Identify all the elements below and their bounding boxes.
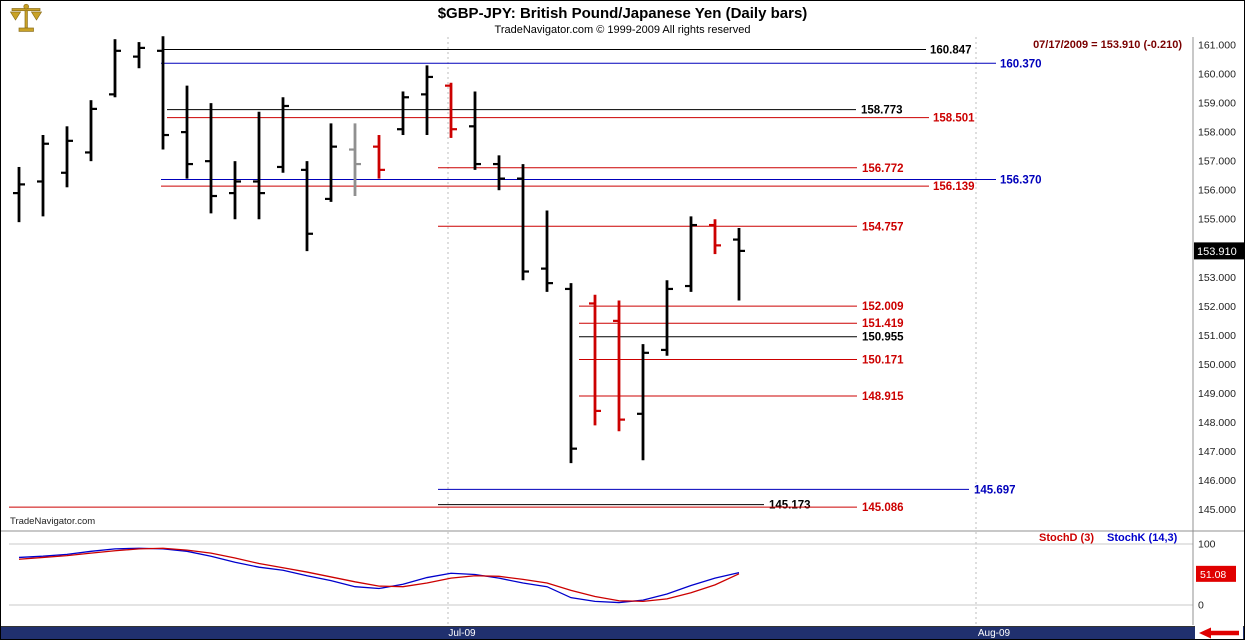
price-bar <box>325 123 337 202</box>
last-quote-readout: 07/17/2009 = 153.910 (-0.210) <box>1033 39 1182 51</box>
stochd-legend[interactable]: StochD (3) <box>1039 532 1094 544</box>
price-axis-label: 158.000 <box>1198 127 1236 139</box>
price-axis-label: 153.000 <box>1198 272 1236 284</box>
last-price-badge: 153.910 <box>1194 242 1244 260</box>
tradenavigator-logo <box>8 3 44 39</box>
price-bar <box>85 100 97 162</box>
price-axis-label: 155.000 <box>1198 214 1236 226</box>
price-bar <box>661 280 673 356</box>
price-bar <box>157 36 169 150</box>
svg-text:153.910: 153.910 <box>1197 246 1237 258</box>
price-bar <box>685 216 697 292</box>
price-bar <box>733 227 745 301</box>
price-bar <box>517 164 529 281</box>
stoch-axis-label: 0 <box>1198 600 1204 612</box>
price-axis-label: 146.000 <box>1198 475 1236 487</box>
price-axis-label: 149.000 <box>1198 388 1236 400</box>
price-bar <box>253 111 265 220</box>
price-bar <box>13 166 25 223</box>
copyright-line: TradeNavigator.com © 1999-2009 All right… <box>494 24 751 36</box>
support-resistance-label: 154.757 <box>862 221 904 233</box>
price-bar <box>277 97 289 173</box>
price-bar <box>637 344 649 461</box>
chart-title: $GBP-JPY: British Pound/Japanese Yen (Da… <box>437 5 808 22</box>
price-bar <box>133 42 145 69</box>
stochd-line <box>18 547 740 602</box>
price-bar <box>469 91 481 170</box>
price-bar <box>229 161 241 220</box>
price-bar <box>397 91 409 136</box>
support-resistance-label: 150.955 <box>862 332 904 344</box>
price-bar <box>349 123 361 197</box>
support-resistance-label: 160.847 <box>930 44 972 56</box>
price-axis-label: 147.000 <box>1198 446 1236 458</box>
price-bar <box>205 103 217 214</box>
price-bar <box>445 82 457 138</box>
price-axis-label: 159.000 <box>1198 98 1236 110</box>
stochk-legend[interactable]: StochK (14,3) <box>1107 532 1178 544</box>
svg-text:51.08: 51.08 <box>1200 569 1226 581</box>
scales-icon <box>9 3 43 32</box>
support-resistance-label: 145.697 <box>974 484 1016 496</box>
price-axis-label: 150.000 <box>1198 359 1236 371</box>
price-bar <box>373 135 385 179</box>
price-axis-label: 161.000 <box>1198 40 1236 52</box>
price-bar <box>181 85 193 179</box>
support-resistance-label: 158.773 <box>861 105 903 117</box>
price-bar <box>421 65 433 136</box>
month-label: Jul-09 <box>448 628 476 639</box>
support-resistance-label: 156.370 <box>1000 174 1042 186</box>
price-axis-label: 152.000 <box>1198 301 1236 313</box>
price-bar <box>589 294 601 426</box>
price-axis-label: 157.000 <box>1198 156 1236 168</box>
price-bar <box>565 283 577 464</box>
stochk-line <box>18 547 740 604</box>
price-axis-label: 156.000 <box>1198 185 1236 197</box>
price-axis-label: 145.000 <box>1198 504 1236 516</box>
support-resistance-label: 156.772 <box>862 163 904 175</box>
scroll-left-arrow-icon[interactable] <box>1198 627 1240 639</box>
price-bar <box>613 300 625 432</box>
price-bar <box>61 126 73 188</box>
support-resistance-label: 148.915 <box>862 391 904 403</box>
support-resistance-label: 160.370 <box>1000 58 1042 70</box>
support-resistance-label: 151.419 <box>862 318 904 330</box>
price-axis-label: 148.000 <box>1198 417 1236 429</box>
time-axis-bar[interactable]: Jul-09 Aug-09 <box>1 626 1244 639</box>
price-bar <box>37 135 49 217</box>
chart-watermark: TradeNavigator.com <box>10 516 96 527</box>
support-resistance-label: 152.009 <box>862 301 904 313</box>
month-label: Aug-09 <box>977 628 1011 639</box>
price-bar <box>109 39 121 98</box>
scroll-control[interactable] <box>1195 625 1243 639</box>
support-resistance-label: 150.171 <box>862 354 904 366</box>
price-bar <box>493 155 505 191</box>
support-resistance-label: 145.086 <box>862 502 904 514</box>
support-resistance-label: 158.501 <box>933 113 975 125</box>
price-bar <box>709 219 721 255</box>
stochd-value-badge: 51.08 <box>1196 565 1236 582</box>
stoch-axis-label: 100 <box>1198 539 1216 551</box>
support-resistance-label: 145.173 <box>769 500 811 512</box>
price-axis-label: 151.000 <box>1198 330 1236 342</box>
price-bar <box>301 161 313 252</box>
price-bar <box>541 210 553 292</box>
price-axis-label: 160.000 <box>1198 69 1236 81</box>
support-resistance-label: 156.139 <box>933 181 975 193</box>
